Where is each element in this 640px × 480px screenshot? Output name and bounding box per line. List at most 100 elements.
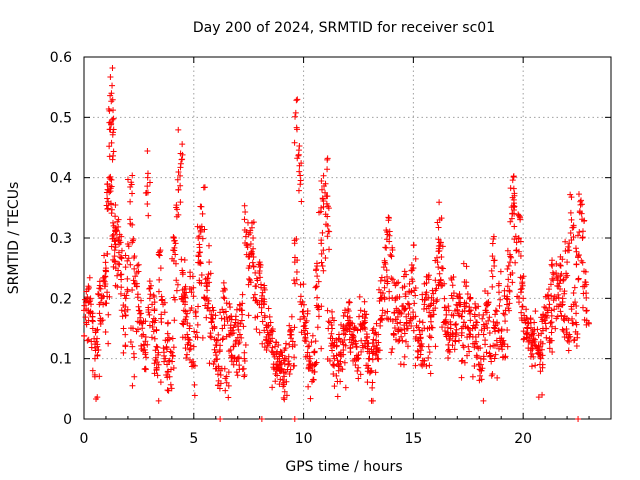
data-point (267, 338, 274, 345)
data-point (242, 341, 249, 348)
data-point (342, 384, 349, 391)
data-point (350, 357, 357, 364)
data-point (342, 342, 349, 349)
data-point (434, 259, 441, 266)
data-point (419, 327, 426, 334)
data-point (241, 373, 248, 380)
data-point (333, 372, 340, 379)
data-point (361, 298, 368, 305)
data-point (246, 276, 253, 282)
data-point (103, 300, 110, 307)
data-point (445, 303, 452, 310)
data-point (444, 324, 451, 331)
data-point (372, 351, 379, 358)
data-point (239, 291, 246, 298)
data-point (381, 257, 388, 264)
data-point (322, 189, 329, 196)
data-point (359, 313, 366, 320)
x-tick-label: 0 (80, 431, 89, 447)
data-point (305, 358, 312, 365)
data-point (138, 342, 145, 349)
data-point (428, 334, 435, 341)
data-point (153, 366, 160, 373)
x-tick-label: 20 (514, 431, 532, 447)
data-point (323, 221, 330, 228)
data-point (152, 347, 159, 354)
data-point (170, 344, 177, 351)
data-point (357, 307, 364, 314)
data-point (575, 275, 582, 282)
data-point (486, 314, 493, 321)
data-point (567, 191, 574, 198)
y-tick-label: 0.5 (50, 110, 72, 126)
data-point (97, 299, 104, 306)
data-point (219, 325, 226, 332)
data-point (269, 384, 276, 391)
data-point (117, 290, 124, 297)
data-point (386, 295, 393, 302)
data-point (573, 321, 580, 328)
data-point (341, 307, 348, 314)
data-point (294, 257, 301, 264)
data-point (330, 370, 337, 377)
data-point (288, 313, 295, 320)
data-point (122, 312, 129, 319)
data-point (434, 219, 441, 226)
data-point (85, 284, 92, 291)
data-point (184, 331, 191, 338)
data-point (283, 378, 290, 385)
data-point (380, 264, 387, 271)
data-point (451, 346, 458, 353)
data-point (373, 349, 380, 356)
data-point (135, 303, 142, 310)
data-point (568, 303, 575, 310)
data-point (89, 367, 96, 374)
data-point (191, 362, 198, 369)
data-point (164, 368, 171, 375)
data-point (245, 312, 252, 319)
data-point (261, 314, 268, 321)
data-point (557, 277, 564, 284)
data-point (385, 316, 392, 323)
data-point (244, 244, 251, 251)
data-point (217, 416, 224, 422)
data-point (478, 376, 485, 383)
data-point (508, 254, 515, 261)
data-point (558, 312, 565, 319)
data-point (434, 296, 441, 303)
data-point (389, 345, 396, 352)
data-point (520, 328, 527, 335)
data-point (513, 239, 520, 246)
data-point (401, 268, 408, 275)
data-point (489, 283, 496, 290)
data-point (118, 254, 125, 261)
data-point (525, 338, 532, 345)
data-point (425, 272, 432, 279)
data-point (233, 306, 240, 313)
data-point (574, 232, 581, 239)
y-tick-label: 0.1 (50, 352, 72, 368)
data-point (471, 340, 478, 347)
data-point (578, 257, 585, 264)
data-point (331, 383, 338, 390)
data-point (146, 295, 153, 302)
data-point (146, 285, 153, 292)
data-point (487, 353, 494, 360)
data-point (313, 283, 320, 290)
data-point (531, 326, 538, 333)
data-point (491, 325, 498, 332)
data-point (386, 238, 393, 245)
data-point (235, 326, 242, 333)
data-point (278, 365, 285, 372)
data-point (168, 349, 175, 356)
data-point (442, 327, 449, 334)
data-point (461, 307, 468, 314)
data-point (297, 172, 304, 179)
data-point (488, 358, 495, 365)
data-point (375, 356, 382, 363)
data-point (336, 335, 343, 342)
data-point (504, 343, 511, 350)
data-point (429, 287, 436, 294)
data-point (361, 308, 368, 315)
data-point (138, 332, 145, 339)
